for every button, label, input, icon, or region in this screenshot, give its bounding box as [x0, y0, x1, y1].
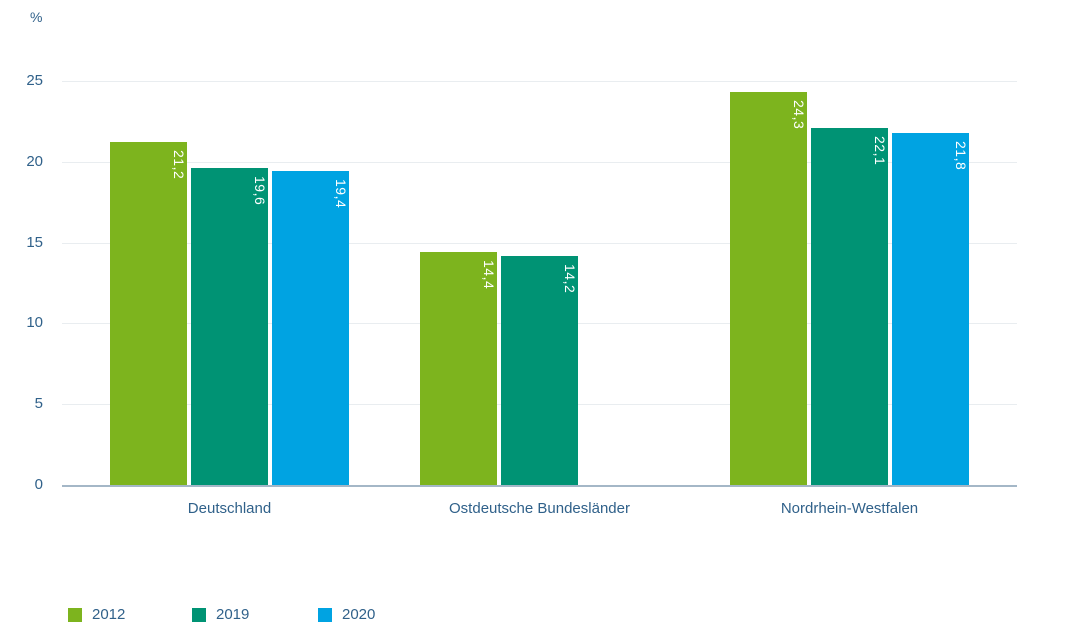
bar-value-label: 14,4 — [481, 260, 497, 290]
bar-2012-1: 21,2 — [110, 142, 187, 485]
bar-value-label: 21,8 — [953, 141, 969, 171]
category-label: Ostdeutsche Bundesländer — [449, 500, 630, 517]
gridline — [62, 162, 1017, 163]
y-axis-tick-label: 0 — [34, 476, 43, 493]
legend-label: 2019 — [216, 606, 250, 623]
bar-2012-2: 14,4 — [420, 252, 497, 485]
y-axis-tick-label: 25 — [26, 72, 43, 89]
x-axis-line — [62, 485, 1017, 487]
legend-item-2019: 2019 — [192, 606, 250, 623]
legend-swatch-2019 — [192, 608, 206, 622]
gridline — [62, 243, 1017, 244]
legend-swatch-2012 — [68, 608, 82, 622]
bar-value-label: 19,4 — [333, 179, 349, 209]
bar-2020-3: 21,8 — [892, 133, 969, 485]
y-axis-unit-label: % — [30, 9, 43, 25]
legend-swatch-2020 — [318, 608, 332, 622]
bar-2020-1: 19,4 — [272, 171, 349, 485]
bar-2019-2: 14,2 — [501, 256, 578, 485]
y-axis-tick-label: 5 — [34, 395, 43, 412]
y-axis-tick-label: 10 — [26, 314, 43, 331]
legend-item-2020: 2020 — [318, 606, 376, 623]
legend-item-2012: 2012 — [68, 606, 126, 623]
legend-label: 2020 — [342, 606, 376, 623]
bar-value-label: 19,6 — [252, 176, 268, 206]
gridline — [62, 81, 1017, 82]
y-axis-tick-label: 15 — [26, 234, 43, 251]
legend-label: 2012 — [92, 606, 126, 623]
bar-2019-3: 22,1 — [811, 128, 888, 485]
bar-value-label: 24,3 — [791, 100, 807, 130]
bar-value-label: 14,2 — [562, 264, 578, 294]
category-label: Nordrhein-Westfalen — [780, 500, 919, 517]
y-axis-tick-label: 20 — [26, 153, 43, 170]
bar-2012-3: 24,3 — [730, 92, 807, 485]
bar-value-label: 21,2 — [171, 150, 187, 180]
category-label: Deutschland — [187, 500, 272, 517]
bar-2019-1: 19,6 — [191, 168, 268, 485]
bar-value-label: 22,1 — [872, 136, 888, 166]
